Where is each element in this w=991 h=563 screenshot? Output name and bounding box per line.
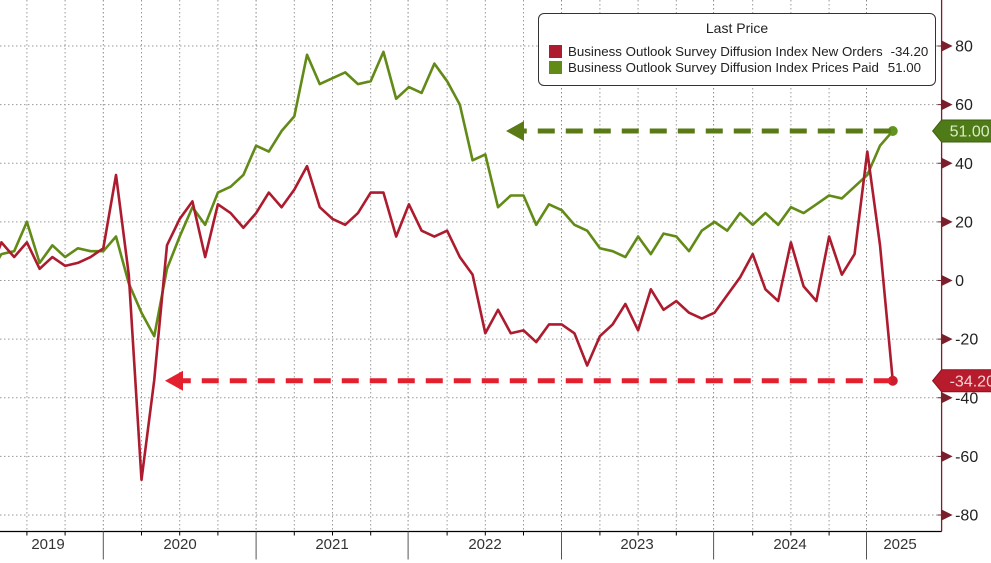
svg-text:-80: -80 xyxy=(955,508,978,525)
svg-text:40: 40 xyxy=(955,156,973,173)
svg-text:80: 80 xyxy=(955,39,973,56)
svg-text:-60: -60 xyxy=(955,449,978,466)
svg-text:20: 20 xyxy=(955,214,973,231)
svg-text:51.00: 51.00 xyxy=(950,124,990,141)
svg-text:-20: -20 xyxy=(955,332,978,349)
svg-text:60: 60 xyxy=(955,97,973,114)
svg-text:0: 0 xyxy=(955,273,964,290)
svg-text:-40: -40 xyxy=(955,390,978,407)
svg-text:-34.20: -34.20 xyxy=(950,373,991,390)
